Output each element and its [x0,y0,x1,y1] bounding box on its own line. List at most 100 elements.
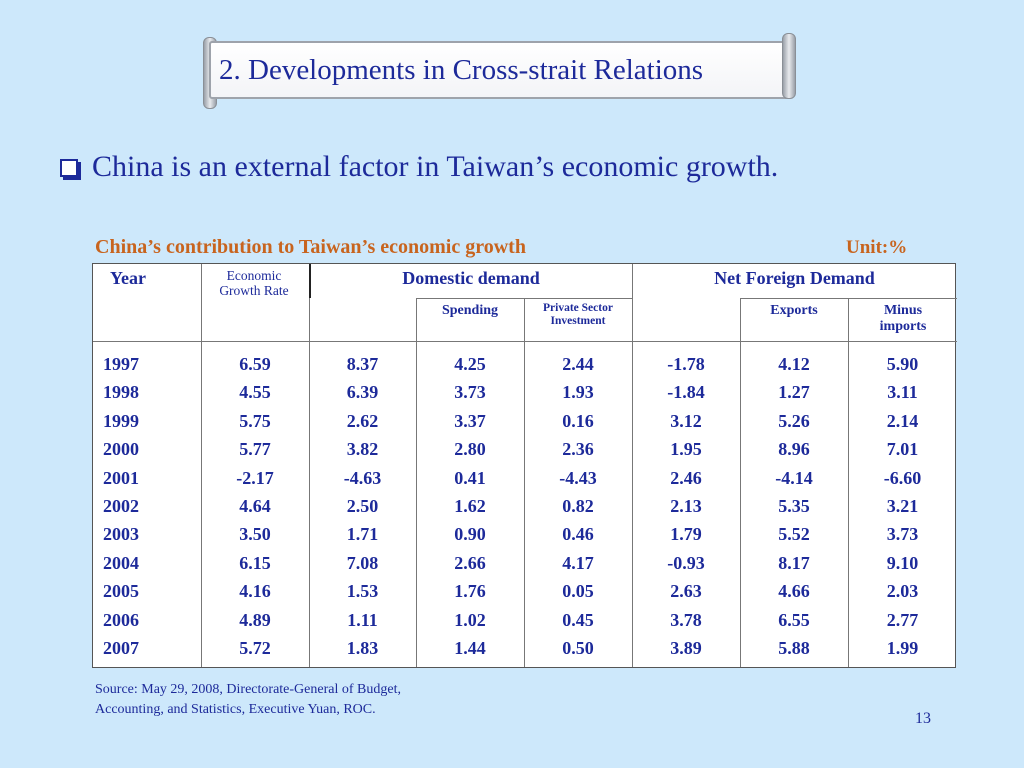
table-cell: 0.82 [562,496,594,517]
table-cell: 2.13 [670,496,702,517]
table-cell: 2005 [103,581,139,602]
table-cell: 1997 [103,354,139,374]
checkbox-bullet-icon [60,159,78,177]
table-cell: 5.52 [778,524,810,545]
column-spending: 4.25 3.73 3.37 2.80 0.41 1.62 0.90 2.66 1.76 1.02… [416,350,524,662]
table-cell: 2.77 [886,609,919,630]
table-cell: 4.89 [239,609,271,630]
table-cell: 3.73 [454,382,486,403]
unit-label: Unit:% [846,237,908,258]
source-note: Source: May 29, 2008, Directorate-Genera… [95,680,401,720]
table-cell: -4.43 [559,467,597,488]
table-cell: 1.76 [454,581,486,602]
scroll-paper [209,41,789,99]
table-cell: 0.16 [562,410,594,431]
table-cell: 2.63 [670,581,702,602]
table-cell: 1.02 [454,609,486,630]
table-cell: 1.71 [346,524,379,545]
table-cell: 1.11 [347,609,378,630]
table-cell: 2003 [103,524,139,545]
table-cell: 2.03 [886,581,919,602]
table-cell: 5.75 [239,410,271,431]
table-cell: 9.10 [886,552,919,573]
table-cell: 1.99 [886,638,919,659]
table-cell: 6.59 [239,354,271,374]
table-cell: -2.17 [236,467,274,488]
table-cell: 4.64 [239,496,271,517]
column-net-foreign-demand: -1.78 -1.84 3.12 1.95 2.46 2.13 1.79 -0.93 2.63 3… [632,350,740,662]
table-cell: 5.35 [778,496,810,517]
table-cell: 0.46 [562,524,594,545]
table-cell: 3.78 [670,609,702,630]
table-cell: 6.55 [778,609,810,630]
table-cell: 0.90 [454,524,486,545]
table-cell: -1.78 [667,354,705,374]
column-growth-rate: 6.59 4.55 5.75 5.77 -2.17 4.64 3.50 6.15 4.16 4.8… [201,350,309,662]
table-cell: 2007 [103,638,139,659]
header-private-investment: Private Sector Investment [543,302,613,327]
table-cell: 4.66 [778,581,810,602]
table-cell: 5.72 [239,638,271,659]
table-cell: 0.50 [562,638,594,659]
table-cell: 6.39 [346,382,379,403]
column-exports: 4.12 1.27 5.26 8.96 -4.14 5.35 5.52 8.17 4.66 6.5… [740,350,848,662]
table-cell: 1.95 [670,439,702,460]
table-cell: 1.79 [670,524,702,545]
scroll-rod-right [782,33,796,99]
table-cell: 4.17 [562,552,594,573]
header-exports: Exports [770,303,818,318]
table-cell: 1999 [103,410,139,431]
table-cell: 3.50 [239,524,271,545]
page-number: 13 [915,710,931,727]
column-domestic-demand: 8.37 6.39 2.62 3.82 -4.63 2.50 1.71 7.08 1.53 1.1… [309,350,416,662]
table-cell: 3.21 [886,496,919,517]
table-cell: -4.63 [343,467,382,488]
table-cell: 7.01 [886,439,919,460]
table-cell: 3.73 [886,524,919,545]
source-line-2: Accounting, and Statistics, Executive Yu… [95,702,376,717]
header-net-foreign-demand: Net Foreign Demand [714,268,875,288]
table-cell: 2.66 [454,552,486,573]
table-cell: 4.16 [239,581,271,602]
table-cell: 1.53 [346,581,379,602]
bullet-point: China is an external factor in Taiwan’s … [60,150,778,184]
table-cell: 5.26 [778,410,810,431]
table-cell: 4.12 [778,354,810,374]
header-minus-imports: Minus imports [879,303,927,334]
table-cell: 3.89 [670,638,702,659]
title-scroll: 2. Developments in Cross-strait Relation… [203,33,796,109]
column-private-investment: 2.44 1.93 0.16 2.36 -4.43 0.82 0.46 4.17 0.05 0.4… [524,350,632,662]
table-cell: -6.60 [883,467,922,488]
table-cell: 2.50 [346,496,379,517]
table-cell: 6.15 [239,552,271,573]
table-cell: 1.44 [454,638,486,659]
table-cell: 3.12 [670,410,702,431]
table-cell: 2.36 [562,439,594,460]
table-cell: 1.83 [346,638,379,659]
table-title: China’s contribution to Taiwan’s economi… [95,236,526,258]
table-cell: 2004 [103,552,139,573]
table-cell: -0.93 [667,552,705,573]
header-year: Year [110,268,146,288]
source-line-1: Source: May 29, 2008, Directorate-Genera… [95,682,401,697]
table-cell: 7.08 [346,552,379,573]
table-cell: 2.46 [670,467,702,488]
table-cell: 5.88 [778,638,810,659]
table-cell: 4.55 [239,382,271,403]
table-cell: 2006 [103,609,139,630]
column-minus-imports: 5.90 3.11 2.14 7.01 -6.60 3.21 3.73 9.10 2.03 2.7… [848,350,957,662]
table-cell: 5.90 [886,354,919,374]
table-cell: 3.11 [887,382,918,403]
table-cell: 3.82 [346,439,379,460]
table-cell: 2.44 [562,354,594,374]
slide-title: 2. Developments in Cross-strait Relation… [219,54,704,86]
table-cell: 1998 [103,382,139,403]
table-cell: -1.84 [667,382,705,403]
table-cell: 1.93 [562,382,594,403]
table-cell: 3.37 [454,410,486,431]
table-cell: 1.27 [778,382,810,403]
table-cell: 0.45 [562,609,594,630]
table-cell: 2.62 [346,410,379,431]
header-spending: Spending [441,303,499,318]
table-cell: 8.37 [346,354,379,374]
